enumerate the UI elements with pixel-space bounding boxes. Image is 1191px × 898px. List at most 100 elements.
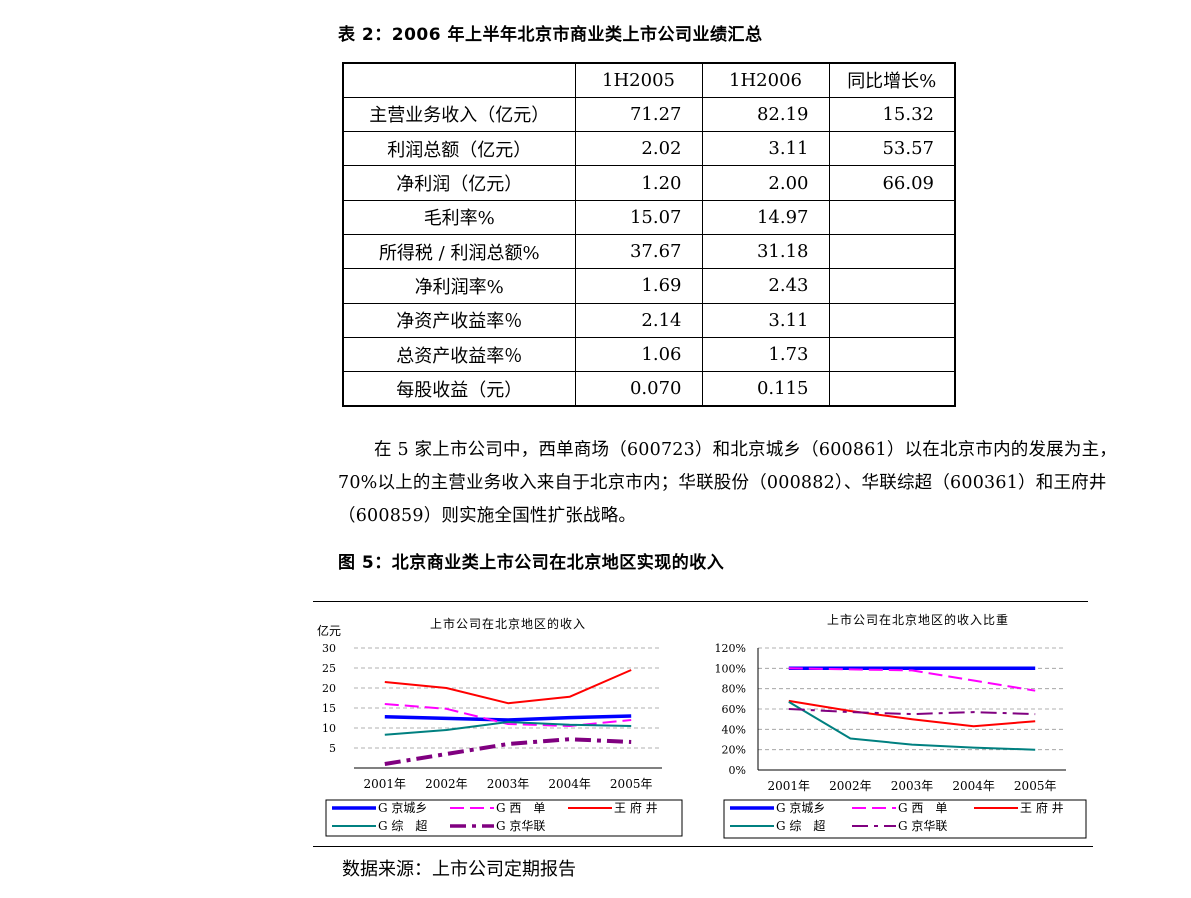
row-label-cell: 总资产收益率％	[342, 336, 576, 373]
x-tick-label: 2001年	[768, 779, 811, 793]
x-tick-label: 2002年	[425, 777, 468, 791]
table-row: 净利润（亿元） 1.20 2.00 66.09	[342, 165, 956, 201]
value-1h2005-cell: 1.20	[574, 165, 703, 201]
data-source: 数据来源：上市公司定期报告	[342, 859, 576, 880]
table-row: 所得税 / 利润总额% 37.67 31.18	[342, 233, 956, 270]
y-tick-label: 40%	[722, 723, 746, 736]
figure-title: 图 5：北京商业类上市公司在北京地区实现的收入	[338, 553, 725, 573]
legend-label: G 综 超	[378, 818, 427, 833]
x-tick-label: 2005年	[610, 777, 653, 791]
value-1h2005-cell: 71.27	[574, 96, 703, 133]
table-row: 利润总额（亿元） 2.02 3.11 53.57	[342, 131, 956, 167]
value-1h2006-cell: 3.11	[701, 302, 830, 338]
figure-top-rule	[313, 601, 1088, 602]
legend-label: G 京华联	[898, 819, 947, 833]
table-row: 主营业务收入（亿元） 71.27 82.19 15.32	[342, 96, 956, 133]
chart-title: 上市公司在北京地区的收入	[430, 616, 586, 631]
value-yoy-cell	[828, 336, 956, 373]
value-yoy-cell	[828, 302, 956, 338]
series-line-2	[788, 699, 1036, 728]
value-yoy-cell: 66.09	[828, 165, 956, 201]
row-label-cell: 净资产收益率％	[342, 302, 576, 338]
table-header-cell: 同比增长%	[828, 62, 956, 98]
x-tick-label: 2001年	[364, 777, 407, 791]
table-row: 净资产收益率％ 2.14 3.11	[342, 302, 956, 338]
y-tick-label: 5	[329, 742, 336, 755]
row-label-cell: 利润总额（亿元）	[342, 131, 576, 167]
y-tick-label: 10	[322, 722, 336, 735]
value-1h2005-cell: 1.69	[574, 268, 703, 304]
row-label-cell: 净利润率%	[342, 268, 576, 304]
value-1h2005-cell: 2.14	[574, 302, 703, 338]
value-1h2006-cell: 1.73	[701, 336, 830, 373]
y-axis-label: 亿元	[317, 623, 341, 638]
value-yoy-cell	[828, 233, 956, 270]
performance-table: 1H2005 1H2006 同比增长% 主营业务收入（亿元） 71.27 82.19…	[342, 62, 956, 407]
value-1h2006-cell: 14.97	[701, 199, 830, 235]
row-label-cell: 毛利率%	[342, 199, 576, 235]
x-tick-label: 2005年	[1014, 779, 1057, 793]
table-row: 净利润率% 1.69 2.43	[342, 268, 956, 304]
series-line-2	[384, 669, 632, 705]
y-tick-label: 0%	[729, 764, 746, 777]
value-1h2006-cell: 31.18	[701, 233, 830, 270]
chart-title: 上市公司在北京地区的收入比重	[827, 612, 1009, 627]
series-line-4	[384, 737, 632, 766]
table-header-row: 1H2005 1H2006 同比增长%	[342, 62, 956, 98]
x-tick-label: 2004年	[952, 779, 995, 793]
table-row: 总资产收益率％ 1.06 1.73	[342, 336, 956, 373]
series-line-0	[384, 714, 632, 722]
series-line-3	[788, 701, 1036, 751]
table-title: 表 2：2006 年上半年北京市商业类上市公司业绩汇总	[338, 25, 763, 45]
y-tick-label: 25	[322, 662, 336, 675]
row-label-cell: 所得税 / 利润总额%	[342, 233, 576, 270]
body-paragraph: 在 5 家上市公司中，西单商场（600723）和北京城乡（600861）以在北京…	[338, 440, 1117, 526]
series-line-1	[384, 703, 632, 727]
value-1h2005-cell: 2.02	[574, 131, 703, 167]
y-tick-label: 30	[322, 642, 336, 655]
value-yoy-cell	[828, 199, 956, 235]
legend-label: G 京城乡	[776, 801, 825, 815]
y-tick-label: 120%	[715, 642, 746, 655]
value-1h2006-cell: 2.00	[701, 165, 830, 201]
value-1h2005-cell: 0.070	[574, 371, 703, 407]
series-line-4	[788, 708, 1036, 716]
revenue-chart: 上市公司在北京地区的收入 亿元 30 25 20 15 10 5 2001年 2002年 2003年…	[317, 616, 683, 837]
y-tick-label: 80%	[722, 683, 746, 696]
table-row: 每股收益（元） 0.070 0.115	[342, 371, 956, 407]
value-1h2006-cell: 82.19	[701, 96, 830, 133]
row-label-cell: 净利润（亿元）	[342, 165, 576, 201]
legend-label: 王 府 井	[1020, 800, 1064, 815]
value-yoy-cell	[828, 268, 956, 304]
revenue-share-chart: 上市公司在北京地区的收入比重 120% 100% 80% 60% 40% 20% 0% 2001…	[715, 612, 1087, 839]
y-tick-label: 100%	[715, 662, 746, 675]
y-tick-label: 60%	[722, 703, 746, 716]
table-header-cell: 1H2006	[701, 62, 830, 98]
legend-label: G 西 单	[898, 801, 947, 815]
row-label-cell: 每股收益（元）	[342, 371, 576, 407]
table-header-cell: 1H2005	[574, 62, 703, 98]
value-1h2006-cell: 2.43	[701, 268, 830, 304]
x-tick-label: 2004年	[548, 777, 591, 791]
row-label-cell: 主营业务收入（亿元）	[342, 96, 576, 133]
x-tick-label: 2002年	[829, 779, 872, 793]
value-yoy-cell	[828, 371, 956, 407]
value-1h2005-cell: 37.67	[574, 233, 703, 270]
value-1h2006-cell: 3.11	[701, 131, 830, 167]
value-yoy-cell: 15.32	[828, 96, 956, 133]
legend-label: G 综 超	[776, 818, 825, 833]
series-line-1	[788, 667, 1036, 692]
value-yoy-cell: 53.57	[828, 131, 956, 167]
y-tick-label: 20%	[722, 744, 746, 757]
value-1h2005-cell: 15.07	[574, 199, 703, 235]
series-line-3	[384, 721, 632, 736]
table-row: 毛利率% 15.07 14.97	[342, 199, 956, 235]
legend-label: G 京城乡	[378, 801, 427, 815]
y-tick-label: 20	[322, 682, 336, 695]
legend-box	[723, 799, 1087, 839]
x-tick-label: 2003年	[487, 777, 530, 791]
table-header-cell	[342, 62, 576, 98]
value-1h2005-cell: 1.06	[574, 336, 703, 373]
legend-label: G 西 单	[496, 801, 545, 815]
y-tick-label: 15	[322, 702, 336, 715]
